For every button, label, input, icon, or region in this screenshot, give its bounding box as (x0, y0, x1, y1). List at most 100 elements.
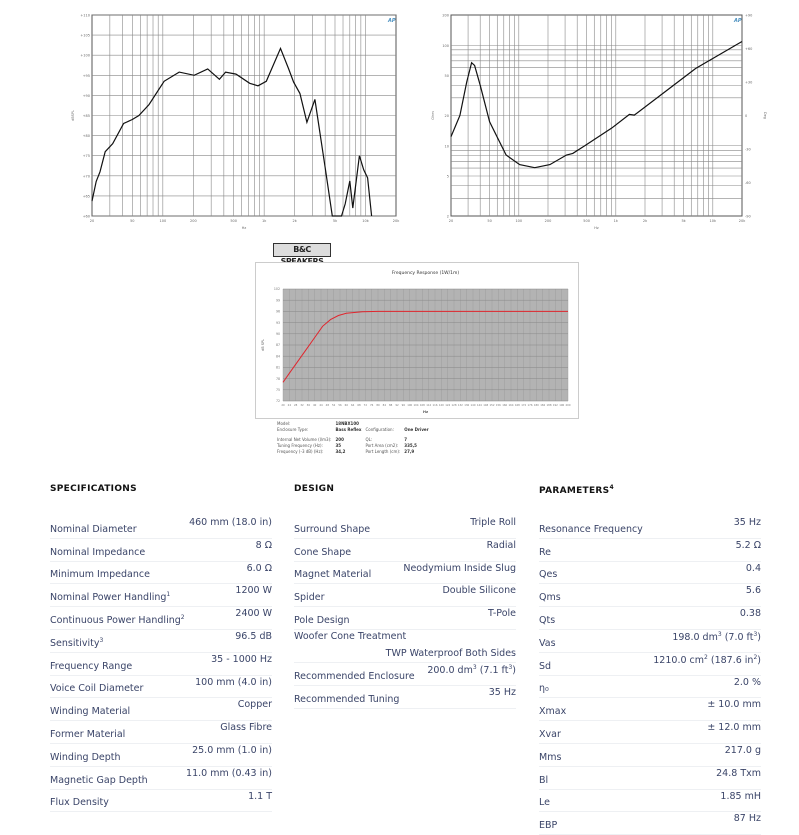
spec-row: Xmax ± 10.0 mm (539, 698, 761, 722)
spec-label-text: Recommended Tuning (294, 693, 400, 705)
spec-label-text: Pole Design (294, 614, 350, 626)
x-tick-label: 160 (502, 403, 507, 407)
spec-value-part: 6.0 Ω (246, 562, 272, 574)
spec-row: Spider Double Silicone (294, 584, 516, 608)
x-tick-label: 120 (439, 403, 444, 407)
info-label: Tuning Frequency (Hz): (277, 443, 323, 448)
response-curve (450, 40, 743, 169)
spec-label-text: Resonance Frequency (539, 523, 643, 535)
spec-row: Sd 1210.0 cm2 (187.6 in2) (539, 653, 761, 676)
spec-value-part: 198.0 dm (672, 632, 718, 644)
spec-value-part: (7.1 ft (476, 665, 509, 677)
spec-value-part: 3 (472, 663, 477, 671)
x-tick-label: 20k (393, 219, 400, 223)
spec-label: Xvar (539, 729, 561, 740)
spec-value-part: 1200 W (235, 585, 272, 597)
ap-logo: AP (733, 18, 742, 24)
y-tick-label: 75 (276, 388, 280, 392)
spec-value-part: 1.1 T (248, 790, 272, 802)
spec-row: Nominal Diameter 460 mm (18.0 in) (50, 516, 272, 539)
spec-row: Le 1.85 mH (539, 790, 761, 813)
y-tick-label: +110 (80, 14, 90, 18)
spec-label: Qms (539, 592, 561, 603)
x-tick-label: 188 (547, 403, 552, 407)
spec-value-part: Neodymium Inside Slug (403, 562, 516, 574)
x-tick-label: 500 (230, 219, 237, 223)
y-tick-label: +65 (83, 194, 90, 198)
info-row: Internal Net Volume (l/m3): 200 QL: 7 (277, 437, 433, 443)
x-tick-label: 108 (420, 403, 425, 407)
spec-value-part: 35 Hz (488, 686, 516, 698)
spec-label: Woofer Cone Treatment (294, 631, 406, 642)
y-tick-label: +85 (83, 114, 90, 118)
x-tick-label: 80 (376, 403, 380, 407)
x-tick-label: 196 (559, 403, 564, 407)
y-tick-label: 100 (442, 44, 449, 48)
ap-logo: AP (387, 18, 396, 24)
spec-row: Vas 198.0 dm3 (7.0 ft3) (539, 630, 761, 653)
x-tick-label: 100 (159, 219, 166, 223)
spec-row: Xvar ± 12.0 mm (539, 721, 761, 744)
spec-label-text: Voice Coil Diameter (50, 683, 144, 695)
spec-label-text: Recommended Enclosure (294, 670, 415, 682)
spec-label-text: Le (539, 797, 550, 809)
x-tick-label: 52 (332, 403, 336, 407)
spec-row: Continuous Power Handling2 2400 W (50, 607, 272, 630)
spec-label-text: Bl (539, 774, 549, 786)
spec-row: Sensitivity3 96.5 dB (50, 630, 272, 653)
spec-label-text: Frequency Range (50, 660, 133, 672)
spec-value-part: ) (757, 632, 761, 644)
spec-value: ± 10.0 mm (707, 699, 761, 710)
spec-value: Triple Roll (470, 517, 516, 528)
spec-value-part: 87 Hz (733, 813, 761, 825)
spec-label: Pole Design (294, 615, 350, 626)
spec-value: TWP Waterproof Both Sides (386, 648, 516, 659)
bc-speakers-logo: B&C SPEAKERS (273, 241, 331, 266)
spec-row: η₀ 2.0 % (539, 676, 761, 699)
spec-value-part: ± 12.0 mm (707, 722, 761, 734)
x-tick-label: 184 (540, 403, 545, 407)
design-heading: DESIGN (294, 484, 335, 494)
x-tick-label: 100 (407, 403, 412, 407)
spec-row: Winding Depth 25.0 mm (1.0 in) (50, 744, 272, 767)
x-tick-label: 40 (313, 403, 317, 407)
spec-label-text: Cone Shape (294, 546, 352, 558)
x-tick-label: 2k (643, 219, 648, 223)
x-tick-label: 50 (487, 219, 491, 223)
x-tick-label: 24 (288, 403, 292, 407)
spec-row: Pole Design T-Pole (294, 607, 516, 630)
parameters-heading: PARAMETERS4 (539, 484, 614, 496)
y-tick-label: 81 (276, 366, 280, 370)
spec-label: Recommended Enclosure (294, 671, 415, 682)
spec-label-text: Woofer Cone Treatment (294, 630, 407, 642)
y-tick-label: +90 (83, 94, 90, 98)
simulated-response-panel: Frequency Response (1W/1m) 20 24 28 32 36 40 44… (255, 262, 579, 419)
specifications-section: SPECIFICATIONS Nominal Diameter 460 mm (1… (50, 484, 272, 813)
x-tick-label: 10k (710, 219, 717, 223)
x-tick-label: 136 (464, 403, 469, 407)
spec-value: 460 mm (18.0 in) (189, 517, 272, 528)
x-tick-label: 28 (294, 403, 298, 407)
x-tick-label: 132 (458, 403, 463, 407)
x-tick-label: 112 (426, 403, 431, 407)
spec-row: Re 5.2 Ω (539, 539, 761, 562)
spec-value-part: 1.85 mH (720, 790, 761, 802)
spec-row: Winding Material Copper (50, 698, 272, 722)
y2-tick-label: +30 (745, 81, 752, 85)
spec-label-text: Nominal Diameter (50, 523, 137, 535)
spec-value-part: Triple Roll (470, 517, 516, 528)
spec-value-part: (187.6 in (707, 654, 754, 666)
x-tick-label: 36 (307, 403, 311, 407)
spec-value: 5.6 (746, 585, 761, 596)
spec-value: 8 Ω (256, 540, 272, 551)
y-tick-label: 99 (276, 298, 280, 302)
spec-label: Magnetic Gap Depth (50, 775, 148, 786)
footnote-marker: 2 (180, 613, 185, 621)
x-tick-label: 172 (521, 403, 526, 407)
spec-value-part: 2 (753, 653, 758, 661)
spec-label: Xmax (539, 706, 566, 717)
spec-label-text: Sensitivity (50, 637, 100, 649)
y-tick-label: +95 (83, 74, 90, 78)
spec-label: η₀ (539, 683, 549, 694)
y2-tick-label: -60 (745, 181, 751, 185)
